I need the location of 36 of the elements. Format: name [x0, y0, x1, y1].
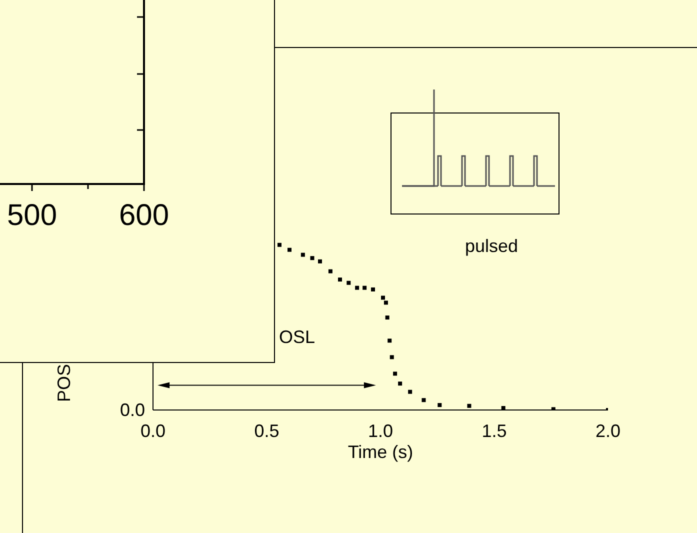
point [288, 248, 292, 252]
point [438, 403, 442, 408]
point [551, 407, 556, 410]
x-tick-label: 1.0 [368, 420, 394, 441]
point [388, 338, 392, 343]
annotation: pulsed [465, 236, 518, 256]
point [393, 372, 398, 376]
y-axis-title: POS [54, 364, 74, 402]
point [398, 382, 402, 386]
point [370, 287, 375, 292]
x-tick-label: 1.5 [482, 420, 507, 441]
x-tick-label: 2.0 [595, 420, 621, 441]
point [362, 286, 367, 290]
point [408, 390, 412, 394]
point [318, 259, 322, 264]
point [501, 406, 506, 410]
point [346, 280, 351, 285]
text: 600 [118, 199, 170, 232]
x-tick-label: 0.0 [140, 420, 166, 441]
point [300, 252, 305, 257]
x-axis-title: Time (s) [348, 442, 414, 462]
point [328, 269, 332, 274]
x-tick-label: 0.5 [254, 420, 280, 441]
text: 500 [6, 199, 58, 232]
point [467, 404, 472, 408]
point [422, 398, 426, 402]
text: 0.0 [120, 400, 145, 420]
point [384, 300, 388, 305]
point [390, 355, 394, 360]
point [338, 278, 342, 282]
annotation: OSL [279, 327, 316, 347]
point [310, 256, 314, 260]
point [381, 296, 385, 300]
point [355, 286, 360, 290]
point [277, 242, 282, 247]
point [385, 316, 390, 320]
